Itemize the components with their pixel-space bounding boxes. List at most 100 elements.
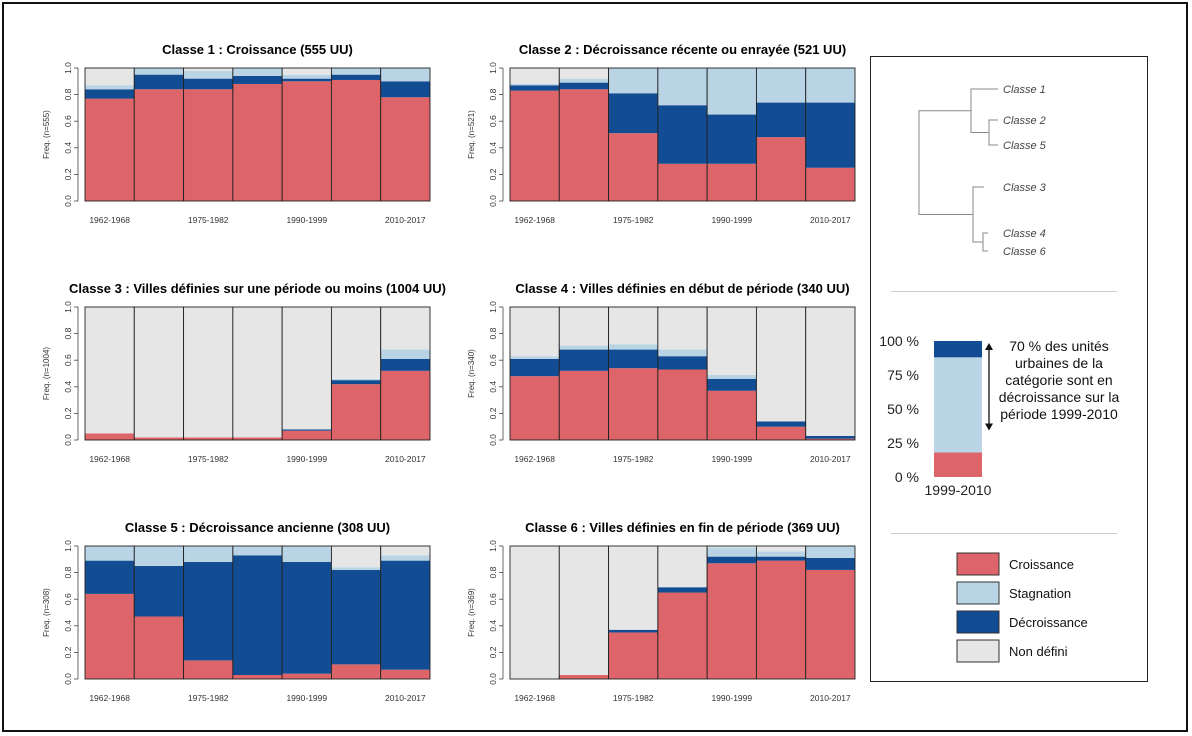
panel-4: Classe 4 : Villes définies en début de p… <box>467 281 856 464</box>
separator-bottom <box>891 533 1117 534</box>
bar-segment-croissance <box>707 563 757 679</box>
x-tick-label: 2010-2017 <box>810 693 851 703</box>
y-tick-label: 0.8 <box>488 327 498 339</box>
bar-segment-non-defini <box>85 307 135 434</box>
bar-segment-non-defini <box>657 307 708 350</box>
example-segment-decroissance <box>934 341 982 358</box>
bar-segment-croissance <box>282 673 332 679</box>
arrow-head-up <box>985 343 993 350</box>
bar-segment-decroissance <box>380 81 430 98</box>
bar-segment-stagnation <box>331 378 381 381</box>
example-bar: 100 % 75 % 50 % 25 % 0 % 1999-2010 70 % des un… <box>879 333 1120 498</box>
panel-title: Classe 3 : Villes définies sur une pério… <box>69 281 446 296</box>
bar-segment-stagnation <box>608 344 658 350</box>
bar-segment-decroissance <box>805 102 855 168</box>
bar-segment-decroissance <box>183 561 233 661</box>
bar-segment-stagnation <box>85 85 135 90</box>
bar-segment-croissance <box>657 163 708 201</box>
y-tick-label: 1.0 <box>63 62 73 74</box>
y-tick-label: 0.0 <box>63 434 73 446</box>
bar-segment-non-defini <box>707 546 757 548</box>
y-tick-label: 0.2 <box>63 646 73 658</box>
bar-segment-decroissance <box>510 85 560 91</box>
bar-segment-croissance <box>608 632 658 679</box>
bar-segment-croissance <box>608 133 658 201</box>
y-tick-label: 0.6 <box>488 354 498 366</box>
bar-segment-croissance <box>657 592 708 679</box>
bar-segment-croissance <box>756 560 806 679</box>
bar-segment-non-defini <box>331 307 381 379</box>
y-tick-label: 0.6 <box>488 115 498 127</box>
legend-swatch <box>956 552 1000 576</box>
dendro-label: Classe 1 <box>1003 84 1046 96</box>
bar-segment-decroissance <box>608 629 658 633</box>
x-tick-label: 2010-2017 <box>385 693 426 703</box>
y-tick-label: 1.0 <box>488 301 498 313</box>
dendro-branch <box>982 232 988 252</box>
panel-title: Classe 1 : Croissance (555 UU) <box>162 42 353 57</box>
bar-segment-decroissance <box>282 561 332 674</box>
bar-segment-stagnation <box>608 68 658 94</box>
bar-segment-non-defini <box>559 546 609 676</box>
bar-segment-decroissance <box>134 74 184 90</box>
y-axis-label: Freq. (n=308) <box>42 588 51 637</box>
bar-segment-stagnation <box>707 547 757 557</box>
bar-segment-stagnation <box>805 68 855 103</box>
y-tick-label: 0.0 <box>488 673 498 685</box>
bar-segment-decroissance <box>756 556 806 561</box>
dendro-label: Classe 4 <box>1003 228 1046 240</box>
bar-segment-stagnation <box>510 356 560 359</box>
dendro-branch <box>972 186 984 243</box>
bar-segment-stagnation <box>85 546 135 561</box>
bar-segment-decroissance <box>282 429 332 431</box>
bar-segment-decroissance <box>805 557 855 570</box>
bar-segment-stagnation <box>183 70 233 79</box>
x-tick-label: 2010-2017 <box>810 454 851 464</box>
bar-segment-croissance <box>756 137 806 201</box>
bar-segment-non-defini <box>608 307 658 345</box>
y-tick-label: 0.6 <box>488 593 498 605</box>
dendro-root <box>918 110 973 215</box>
bar-segment-non-defini <box>657 546 708 588</box>
y-axis-label: Freq. (n=555) <box>42 110 51 159</box>
y-tick-label: 0.8 <box>63 566 73 578</box>
bar-segment-croissance <box>707 163 757 201</box>
bar-segment-croissance <box>183 437 233 440</box>
x-tick-label: 1962-1968 <box>89 215 130 225</box>
panel-5: Classe 5 : Décroissance ancienne (308 UU… <box>42 520 431 703</box>
bar-segment-stagnation <box>380 68 430 82</box>
bar-segment-decroissance <box>380 358 430 371</box>
y-tick-label: 0.0 <box>488 195 498 207</box>
legend-label: Stagnation <box>1009 586 1071 601</box>
legend-swatch <box>956 581 1000 605</box>
bar-segment-decroissance <box>134 565 184 617</box>
example-segment-stagnation <box>934 357 982 453</box>
y-tick-label: 0.6 <box>63 593 73 605</box>
bar-segment-stagnation <box>380 555 430 561</box>
bar-segment-decroissance <box>756 102 806 138</box>
bar-segment-decroissance <box>608 349 658 369</box>
bar-segment-stagnation <box>183 546 233 562</box>
bar-segment-croissance <box>331 384 381 440</box>
bar-segment-croissance <box>331 79 381 201</box>
bar-outline <box>805 67 856 202</box>
dendro-label: Classe 6 <box>1003 246 1047 258</box>
x-tick-label: 2010-2017 <box>385 454 426 464</box>
dendro-label: Classe 3 <box>1003 182 1047 194</box>
y-tick-label: 0.8 <box>488 88 498 100</box>
example-annotation-line: 70 % des unités <box>1009 338 1109 354</box>
y-tick-label: 0.4 <box>488 381 498 393</box>
bar-segment-non-defini <box>183 68 233 71</box>
y-tick-label: 0.6 <box>63 115 73 127</box>
x-tick-label: 1962-1968 <box>514 693 555 703</box>
panel-2: Classe 2 : Décroissance récente ou enray… <box>467 42 856 225</box>
example-annotation-line: décroissance sur la <box>999 389 1120 405</box>
y-tick-label: 0.2 <box>63 168 73 180</box>
bar-segment-croissance <box>134 616 184 679</box>
example-annotation-line: urbaines de la <box>1015 355 1103 371</box>
bar-segment-croissance <box>559 370 609 440</box>
y-tick-label: 1.0 <box>63 540 73 552</box>
bar-segment-stagnation <box>331 68 381 75</box>
bar-segment-decroissance <box>608 93 658 134</box>
separator-top <box>891 291 1117 292</box>
